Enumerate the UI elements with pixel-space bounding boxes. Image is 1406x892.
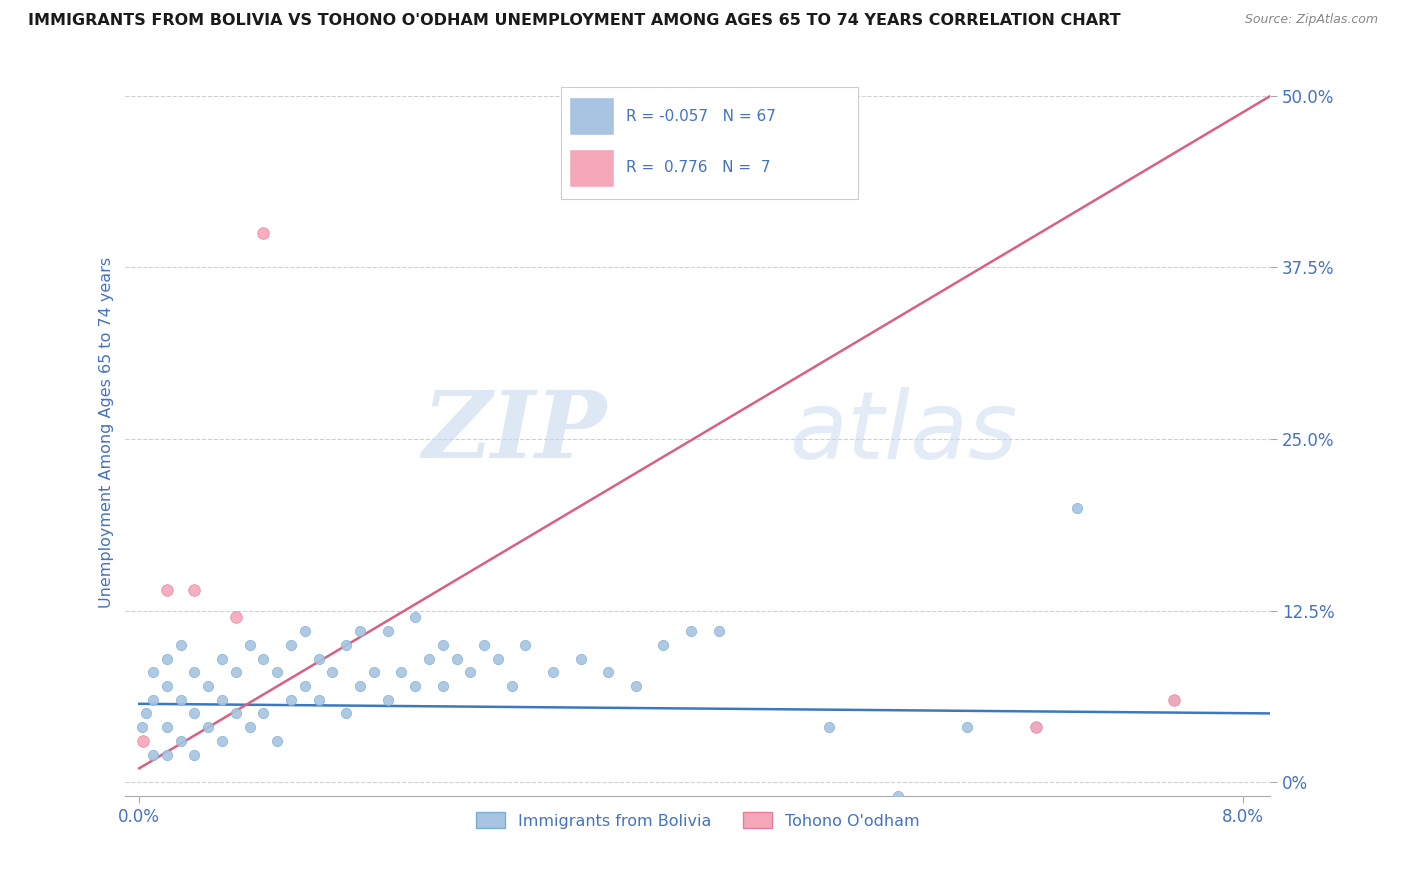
Point [169, 734, 191, 748]
Point [349, 679, 371, 693]
Point [446, 651, 468, 665]
Point [239, 638, 262, 652]
Point [472, 638, 495, 652]
Point [404, 679, 426, 693]
Point [183, 706, 205, 721]
Point [1163, 692, 1185, 706]
Point [142, 665, 165, 680]
Point [541, 665, 564, 680]
Point [294, 624, 316, 638]
Point [252, 651, 274, 665]
Point [169, 692, 191, 706]
Point [252, 706, 274, 721]
Point [294, 679, 316, 693]
Point [132, 734, 155, 748]
Point [349, 624, 371, 638]
Point [211, 734, 233, 748]
Text: IMMIGRANTS FROM BOLIVIA VS TOHONO O'ODHAM UNEMPLOYMENT AMONG AGES 65 TO 74 YEARS: IMMIGRANTS FROM BOLIVIA VS TOHONO O'ODHA… [28, 13, 1121, 29]
Point [389, 665, 412, 680]
Point [707, 624, 730, 638]
Point [1163, 692, 1185, 706]
Point [1025, 720, 1047, 734]
Point [197, 679, 219, 693]
Text: Source: ZipAtlas.com: Source: ZipAtlas.com [1244, 13, 1378, 27]
Point [252, 226, 274, 240]
Point [131, 720, 153, 734]
Point [225, 706, 247, 721]
Y-axis label: Unemployment Among Ages 65 to 74 years: Unemployment Among Ages 65 to 74 years [100, 257, 114, 607]
Point [280, 638, 302, 652]
Point [679, 624, 702, 638]
Point [280, 692, 302, 706]
Point [335, 638, 357, 652]
Point [363, 665, 385, 680]
Point [377, 692, 399, 706]
Text: atlas: atlas [790, 386, 1018, 477]
Point [652, 638, 675, 652]
Point [142, 692, 165, 706]
Point [432, 638, 454, 652]
Point [1025, 720, 1047, 734]
Point [486, 651, 509, 665]
Point [183, 665, 205, 680]
Point [1066, 500, 1088, 515]
Point [404, 610, 426, 624]
Point [156, 651, 179, 665]
Point [418, 651, 440, 665]
Legend: Immigrants from Bolivia, Tohono O'odham: Immigrants from Bolivia, Tohono O'odham [470, 805, 925, 835]
Point [169, 638, 191, 652]
Point [335, 706, 357, 721]
Point [156, 582, 179, 597]
Point [887, 789, 910, 803]
Point [183, 582, 205, 597]
Point [211, 692, 233, 706]
Point [501, 679, 523, 693]
Point [239, 720, 262, 734]
Point [135, 706, 157, 721]
Point [266, 665, 288, 680]
Point [225, 665, 247, 680]
Point [156, 679, 179, 693]
Point [308, 692, 330, 706]
Point [569, 651, 592, 665]
Point [460, 665, 482, 680]
Text: ZIP: ZIP [422, 387, 606, 477]
Point [818, 720, 841, 734]
Point [321, 665, 343, 680]
Point [211, 651, 233, 665]
Point [156, 720, 179, 734]
Point [225, 610, 247, 624]
Point [308, 651, 330, 665]
Point [956, 720, 979, 734]
Point [377, 624, 399, 638]
Point [432, 679, 454, 693]
Point [142, 747, 165, 762]
Point [156, 747, 179, 762]
Point [266, 734, 288, 748]
Point [598, 665, 620, 680]
Point [515, 638, 537, 652]
Point [624, 679, 647, 693]
Point [183, 747, 205, 762]
Point [197, 720, 219, 734]
